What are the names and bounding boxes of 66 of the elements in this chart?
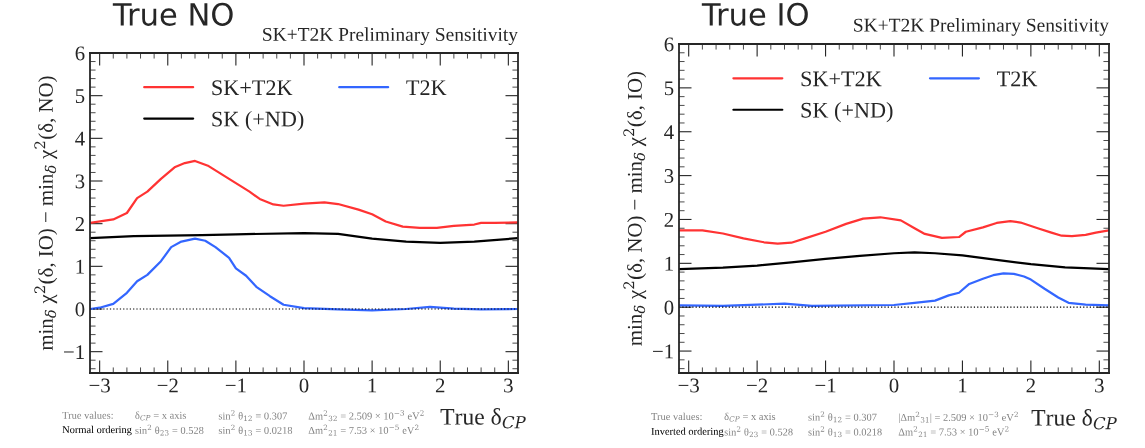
x-tick-label: −1 — [225, 378, 246, 393]
legend-label: SK (+ND) — [801, 102, 893, 123]
x-axis-title: True δ$_{CP}$ — [1031, 409, 1117, 430]
x-tick-label: 2 — [1026, 378, 1035, 393]
y-tick-label: 0 — [664, 300, 674, 315]
x-tick-label: 3 — [504, 378, 513, 393]
text: |Δm$^{2}$$_{31}$| = 2.509 × 10$^{−3}$ eV$^{2}$ — [899, 411, 1018, 424]
x-tick-label: −1 — [815, 378, 836, 393]
y-tick-label: 2 — [664, 212, 673, 227]
x-tick-label: 1 — [959, 378, 967, 393]
text: min$_{δ}$ χ$^{2}$(δ, NO) − min$_{δ}$ χ$^{2}$(δ, IO) — [623, 71, 647, 346]
x-tick-label: 1 — [368, 378, 377, 393]
y-tick-label: 1 — [665, 256, 673, 271]
y-tick-label: 5 — [664, 81, 674, 96]
y-tick-label: 3 — [75, 174, 85, 189]
text: sin$^{2}$ θ$_{23}$ = 0.528 — [135, 424, 204, 436]
text: sin$^{2}$ θ$_{13}$ = 0.0218 — [808, 426, 882, 438]
line-series — [679, 272, 1109, 307]
text: min$_{δ}$ χ$^{2}$(δ, IO) − min$_{δ}$ χ$^{2}$(δ, NO) — [34, 76, 58, 351]
x-tick-label: −2 — [747, 378, 768, 393]
legend-label: SK (+ND) — [212, 110, 304, 132]
text: True values: — [62, 411, 113, 419]
text: sin$^{2}$ θ$_{23}$ = 0.528 — [724, 426, 793, 438]
text: Inverted ordering — [651, 427, 724, 437]
text: Normal ordering — [62, 425, 132, 436]
x-axis-title: True δ$_{CP}$ — [440, 408, 526, 429]
y-tick-label: 0 — [75, 302, 85, 317]
x-tick-label: −2 — [157, 378, 178, 393]
legend-label: T2K — [997, 71, 1038, 87]
line-series — [90, 231, 518, 244]
y-tick-label: 1 — [76, 259, 84, 274]
x-tick-label: 0 — [889, 378, 899, 393]
text: Δm$^{2}$$_{21}$ = 7.53 × 10$^{−5}$ eV$^{2}$ — [898, 426, 1009, 438]
line-series — [90, 159, 518, 230]
x-tick-label: 0 — [299, 378, 309, 393]
y-tick-label: 3 — [664, 169, 674, 184]
text: Δm$^{2}$$_{32}$ = 2.509 × 10$^{−3}$ eV$^{2}$ — [308, 410, 424, 422]
line-series — [90, 237, 518, 312]
y-tick-label: 6 — [75, 46, 85, 61]
y-tick-label: −1 — [64, 345, 84, 359]
legend-label: SK+T2K — [212, 80, 293, 96]
text: sin$^{2}$ θ$_{12}$ = 0.307 — [808, 411, 877, 423]
y-tick-label: −1 — [653, 344, 673, 359]
x-tick-label: 2 — [435, 378, 445, 393]
line-series — [679, 216, 1109, 245]
text: δ$_{CP}$ = x axis — [724, 412, 776, 422]
chart-subtitle: SK+T2K Preliminary Sensitivity — [854, 18, 1109, 36]
text: δ$_{CP}$ = x axis — [135, 411, 186, 421]
chart-subtitle: SK+T2K Preliminary Sensitivity — [263, 27, 518, 45]
y-tick-label: 5 — [75, 89, 85, 104]
text: True values: — [651, 412, 702, 421]
text: sin$^{2}$ θ$_{13}$ = 0.0218 — [218, 424, 293, 436]
legend-label: T2K — [406, 80, 447, 95]
y-tick-label: 6 — [664, 37, 674, 52]
chart-title: True NO — [112, 2, 233, 26]
x-tick-label: −3 — [678, 378, 699, 393]
text: sin$^{2}$ θ$_{12}$ = 0.307 — [218, 410, 288, 421]
x-tick-label: 3 — [1095, 378, 1104, 393]
y-tick-label: 4 — [664, 125, 674, 139]
text: Δm$^{2}$$_{21}$ = 7.53 × 10$^{−5}$ eV$^{2}$ — [308, 424, 419, 436]
y-tick-label: 2 — [75, 217, 84, 231]
chart-title: True IO — [701, 2, 808, 26]
x-tick-label: −3 — [89, 378, 110, 393]
legend-label: SK+T2K — [801, 71, 882, 87]
line-series — [679, 251, 1109, 271]
y-tick-label: 4 — [75, 131, 85, 146]
